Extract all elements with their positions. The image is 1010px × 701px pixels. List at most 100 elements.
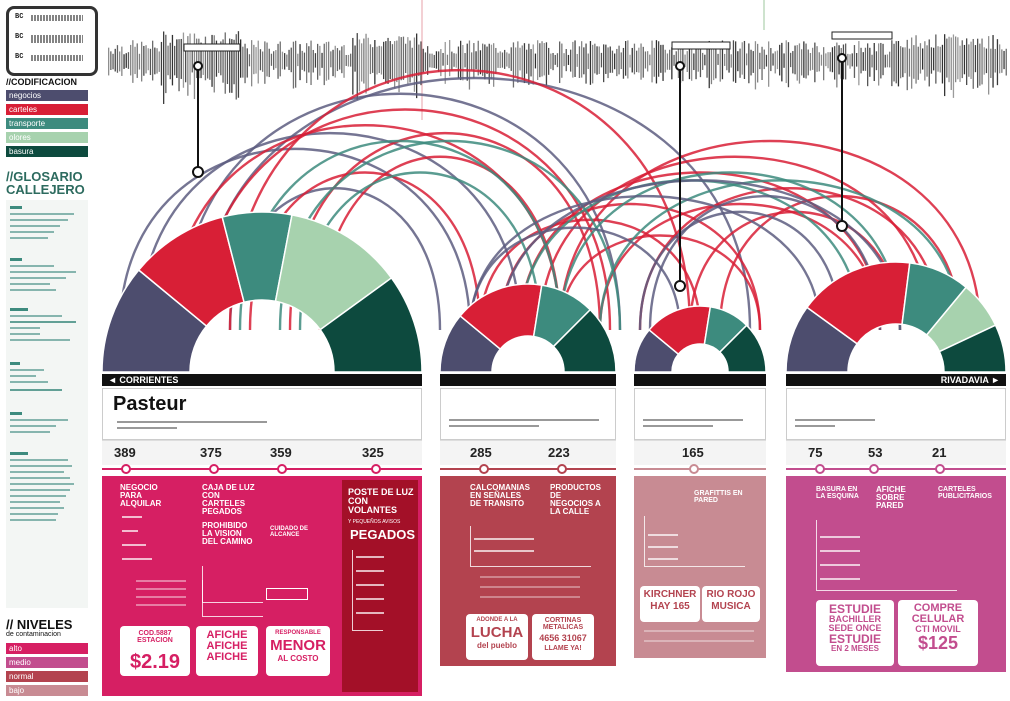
pin-top xyxy=(193,61,203,71)
panel-heading: AFICHE SOBRE PARED xyxy=(876,485,906,510)
glosario-title-line1: //GLOSARIO xyxy=(6,169,83,184)
sign-text: ESTUDIE xyxy=(828,632,881,646)
arc xyxy=(478,218,702,331)
street-bar-2 xyxy=(440,374,616,386)
category-olores: olores xyxy=(6,132,88,143)
poste-panel: POSTE DE LUZ CON VOLANTES Y PEQUEÑOS AVI… xyxy=(342,480,418,692)
count-value: 285 xyxy=(470,445,492,460)
sign-menor: RESPONSABLE MENOR AL COSTO xyxy=(266,626,330,676)
donut-2 xyxy=(438,283,618,376)
sign-musica: RIO ROJO MUSICA xyxy=(702,586,760,622)
sign-text: LUCHA xyxy=(470,624,524,641)
pin-bottom xyxy=(192,166,204,178)
codificacion-title: //CODIFICACION xyxy=(6,77,77,87)
panel-heading: CALCOMANIAS EN SEÑALES DE TRANSITO xyxy=(470,483,530,508)
sign-text: RESPONSABLE xyxy=(275,630,321,636)
donut-3 xyxy=(632,305,768,376)
sign-text: SEDE ONCE xyxy=(828,623,882,633)
category-carteles: carteles xyxy=(6,104,88,115)
legend-text-1 xyxy=(31,15,83,21)
arc xyxy=(558,171,902,331)
donut-1 xyxy=(100,211,424,376)
arc xyxy=(558,139,982,331)
nivel-bajo: bajo xyxy=(6,685,88,696)
panel-rivadavia: BASURA EN LA ESQUINA AFICHE SOBRE PARED … xyxy=(786,476,1006,672)
pin-bottom xyxy=(836,220,848,232)
sign-text: ESTUDIE xyxy=(828,602,881,616)
sign-estacion: COD.5887 ESTACION $2.19 xyxy=(120,626,190,676)
legend-text-2 xyxy=(31,35,83,43)
counts-bar-2: 285 223 xyxy=(440,440,616,465)
nivel-normal: normal xyxy=(6,671,88,682)
count-value: 375 xyxy=(200,445,222,460)
sign-text: ADONDE A LA xyxy=(476,617,518,623)
sign-cortinas: CORTINAS METALICAS 4656 31067 LLAME YA! xyxy=(532,614,594,660)
poste-pegados: PEGADOS xyxy=(350,527,416,542)
sign-lucha: ADONDE A LA LUCHA del pueblo xyxy=(466,614,528,660)
nivel-alto: alto xyxy=(6,643,88,654)
sign-text: MUSICA xyxy=(711,601,751,612)
count-value: 325 xyxy=(362,445,384,460)
glosario-panel xyxy=(6,200,88,608)
arc xyxy=(118,147,472,331)
wave-label-box xyxy=(831,31,893,40)
sign-text: AFICHE AFICHE AFICHE xyxy=(206,629,248,663)
sign-text: CORTINAS METALICAS xyxy=(542,617,584,631)
arc xyxy=(228,68,692,331)
sign-text: 4656 31067 xyxy=(539,633,587,643)
street-info-2 xyxy=(440,388,616,440)
arc xyxy=(598,179,962,331)
arc xyxy=(498,179,902,331)
counts-bar-3: 165 xyxy=(634,440,766,465)
sign-text: CTI MOVIL xyxy=(915,624,961,634)
legend-row: BC xyxy=(15,13,24,21)
panel-heading: NEGOCIO PARA ALQUILAR xyxy=(120,483,162,508)
sign-kirchner: KIRCHNER HAY 165 xyxy=(640,586,700,622)
panel-heading: CARTELES PUBLICITARIOS xyxy=(938,486,992,500)
legend-box: BC BC BC xyxy=(6,6,98,76)
street-corrientes: CORRIENTES xyxy=(119,375,179,385)
panel-heading: BASURA EN LA ESQUINA xyxy=(816,486,859,500)
sign-price: $125 xyxy=(917,633,959,653)
arc xyxy=(638,210,842,331)
count-value: 389 xyxy=(114,445,136,460)
panel-2: CALCOMANIAS EN SEÑALES DE TRANSITO PRODU… xyxy=(440,476,616,666)
panel-heading: PROHIBIDO LA VISION DEL CAMINO xyxy=(202,521,253,546)
legend-row: BC xyxy=(15,33,24,41)
sign-text: CELULAR xyxy=(911,613,965,625)
panel-heading: GRAFITTIS EN PARED xyxy=(694,490,743,504)
street-bar-4: RIVADAVIA ► xyxy=(786,374,1006,386)
panel-heading: CUIDADO DE ALCANCE xyxy=(270,526,309,538)
street-bar-3 xyxy=(634,374,766,386)
arc xyxy=(538,155,932,331)
arc xyxy=(468,195,822,331)
nivel-medio: medio xyxy=(6,657,88,668)
arc xyxy=(138,132,522,331)
pins xyxy=(192,53,848,292)
street-bar-1: ◄ CORRIENTES xyxy=(102,374,422,386)
word-waveform xyxy=(108,31,1007,104)
arc xyxy=(558,234,762,331)
pin-top xyxy=(837,53,847,63)
category-transporte: transporte xyxy=(6,118,88,129)
count-value: 21 xyxy=(932,445,947,460)
donut-slice-basura xyxy=(718,324,767,373)
count-value: 53 xyxy=(868,445,883,460)
counts-bar-4: 75 53 21 xyxy=(786,440,1006,465)
glosario-title: //GLOSARIO CALLEJERO xyxy=(6,170,85,196)
donut-slice-basura xyxy=(552,308,617,373)
category-basura: basura xyxy=(6,146,88,157)
street-info-4 xyxy=(786,388,1006,440)
panel-heading: CAJA DE LUZ CON CARTELES PEGADOS xyxy=(202,483,255,516)
glosario-lines xyxy=(10,206,76,521)
street-rivadavia: RIVADAVIA xyxy=(940,375,989,385)
pin-bottom xyxy=(674,280,686,292)
arc xyxy=(178,92,622,331)
sign-text: MENOR xyxy=(270,637,326,654)
street-name: Pasteur xyxy=(113,393,187,415)
sign-celular: COMPRE CELULAR CTI MOVIL $125 xyxy=(898,600,978,666)
donut-4 xyxy=(784,261,1008,376)
sign-text: EN 2 MESES xyxy=(830,644,879,653)
category-negocios: negocios xyxy=(6,90,88,101)
street-info-1: Pasteur xyxy=(102,388,422,440)
